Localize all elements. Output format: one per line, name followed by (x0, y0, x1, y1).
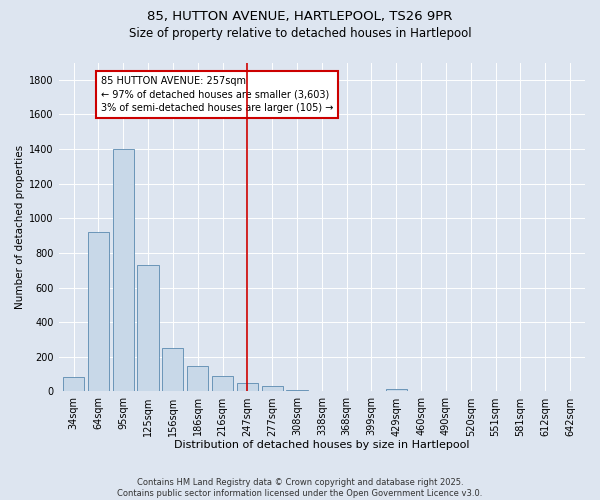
Text: Contains HM Land Registry data © Crown copyright and database right 2025.
Contai: Contains HM Land Registry data © Crown c… (118, 478, 482, 498)
Text: 85, HUTTON AVENUE, HARTLEPOOL, TS26 9PR: 85, HUTTON AVENUE, HARTLEPOOL, TS26 9PR (148, 10, 452, 23)
Bar (113, 149, 134, 392)
Bar (137, 265, 158, 392)
Text: 85 HUTTON AVENUE: 257sqm
← 97% of detached houses are smaller (3,603)
3% of semi: 85 HUTTON AVENUE: 257sqm ← 97% of detach… (101, 76, 333, 113)
Text: Size of property relative to detached houses in Hartlepool: Size of property relative to detached ho… (128, 28, 472, 40)
Bar (286, 390, 308, 392)
Bar (262, 386, 283, 392)
Bar (63, 377, 84, 392)
X-axis label: Distribution of detached houses by size in Hartlepool: Distribution of detached houses by size … (174, 440, 470, 450)
Bar (237, 383, 258, 392)
Y-axis label: Number of detached properties: Number of detached properties (15, 145, 25, 309)
Bar (163, 348, 184, 392)
Bar (212, 376, 233, 392)
Bar (386, 389, 407, 392)
Bar (88, 232, 109, 392)
Bar (187, 366, 208, 392)
